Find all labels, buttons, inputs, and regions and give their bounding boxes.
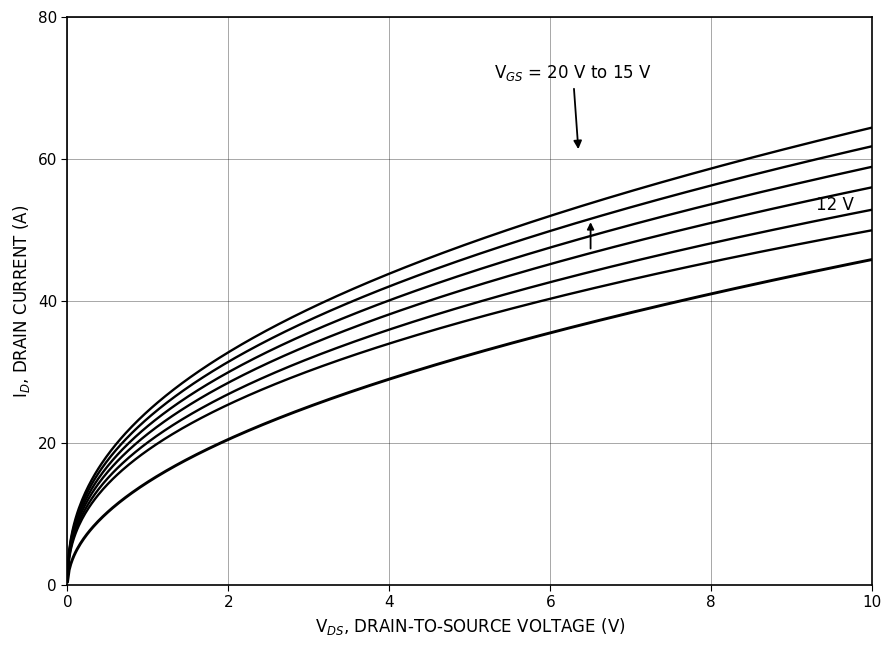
- Text: 12 V: 12 V: [816, 196, 854, 214]
- Y-axis label: I$_D$, DRAIN CURRENT (A): I$_D$, DRAIN CURRENT (A): [11, 204, 32, 398]
- X-axis label: V$_{DS}$, DRAIN-TO-SOURCE VOLTAGE (V): V$_{DS}$, DRAIN-TO-SOURCE VOLTAGE (V): [314, 616, 625, 637]
- Text: V$_{GS}$ = 20 V to 15 V: V$_{GS}$ = 20 V to 15 V: [494, 64, 652, 147]
